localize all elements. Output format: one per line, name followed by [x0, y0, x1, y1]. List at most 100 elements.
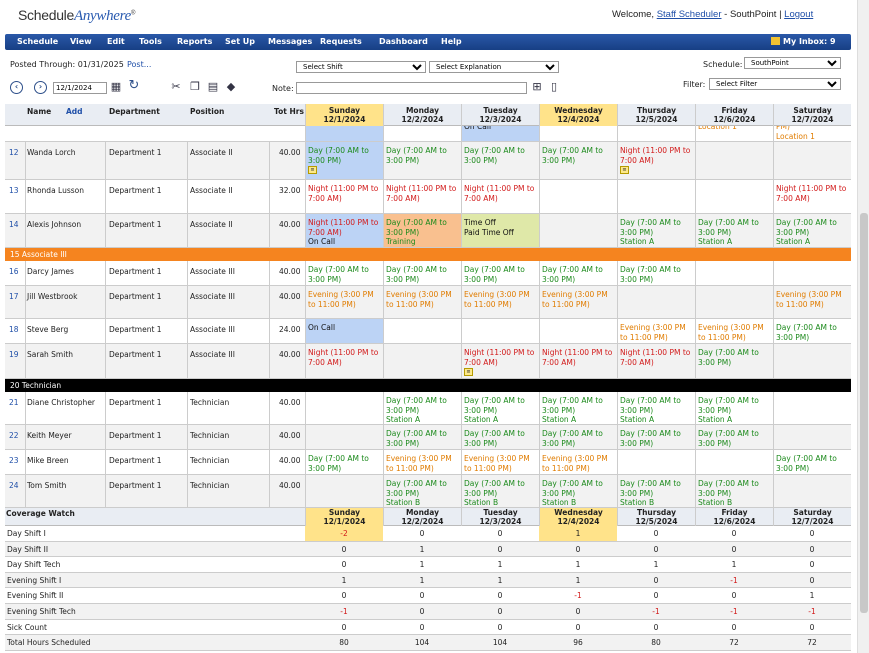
day-header-monday[interactable]: Monday 12/2/2024 — [383, 104, 461, 126]
menu-edit[interactable]: Edit — [107, 37, 125, 46]
schedule-cell[interactable]: Evening (3:00 PM to 11:00 PM) — [695, 319, 773, 343]
copy-icon[interactable]: ❐ — [190, 80, 200, 93]
menu-dashboard[interactable]: Dashboard — [379, 37, 428, 46]
schedule-cell[interactable]: Location 1 — [695, 126, 773, 141]
schedule-cell[interactable]: Day (7:00 AM to 3:00 PM) — [383, 261, 461, 285]
schedule-cell[interactable] — [461, 319, 539, 343]
schedule-cell[interactable]: Day (7:00 AM to 3:00 PM) — [539, 261, 617, 285]
day-header-tuesday[interactable]: Tuesday 12/3/2024 — [461, 104, 539, 126]
schedule-cell[interactable]: Day (7:00 AM to 3:00 PM) — [539, 425, 617, 449]
schedule-cell[interactable]: Day (7:00 AM to 3:00 PM) — [383, 142, 461, 179]
schedule-cell[interactable]: Night (11:00 PM to 7:00 AM) ≡ — [461, 344, 539, 378]
menu-view[interactable]: View — [70, 37, 92, 46]
schedule-cell[interactable]: Night (11:00 PM to 7:00 AM) ≡ — [617, 142, 695, 179]
menu-reports[interactable]: Reports — [177, 37, 213, 46]
prev-week-icon[interactable]: ‹ — [10, 81, 23, 94]
schedule-cell[interactable] — [617, 126, 695, 141]
schedule-select[interactable]: SouthPoint — [744, 57, 841, 69]
schedule-cell[interactable]: Day (7:00 AM to 3:00 PM) Station A — [617, 214, 695, 247]
table-row[interactable]: 22 Keith Meyer Department 1 Technician 40.00… — [5, 425, 851, 450]
schedule-cell[interactable]: PM) Location 1 — [773, 126, 851, 141]
eraser-icon[interactable]: ◆ — [226, 80, 236, 93]
filter-select[interactable]: Select Filter — [709, 78, 841, 90]
menu-tools[interactable]: Tools — [139, 37, 162, 46]
schedule-cell[interactable]: Day (7:00 AM to 3:00 PM) — [305, 261, 383, 285]
section-associate-iii[interactable]: 15 Associate III — [5, 248, 851, 261]
col-name[interactable]: Name — [27, 107, 52, 116]
schedule-cell[interactable]: Day (7:00 AM to 3:00 PM) Station A — [617, 392, 695, 424]
section-technician[interactable]: 20 Technician — [5, 379, 851, 392]
schedule-cell[interactable]: Day (7:00 AM to 3:00 PM) — [617, 261, 695, 285]
schedule-cell[interactable]: Day (7:00 AM to 3:00 PM) — [461, 425, 539, 449]
schedule-cell[interactable]: Day (7:00 AM to 3:00 PM) Station A — [539, 392, 617, 424]
schedule-cell[interactable] — [695, 142, 773, 179]
col-department[interactable]: Department — [109, 107, 160, 116]
table-row[interactable]: 18 Steve Berg Department 1 Associate III 24.… — [5, 319, 851, 344]
schedule-cell[interactable] — [773, 142, 851, 179]
shift-select[interactable]: Select Shift — [296, 61, 426, 73]
schedule-cell[interactable] — [383, 344, 461, 378]
schedule-cell[interactable]: Time Off Paid Time Off — [461, 214, 539, 247]
schedule-cell[interactable]: Night (11:00 PM to 7:00 AM) — [539, 344, 617, 378]
explanation-select[interactable]: Select Explanation — [429, 61, 559, 73]
app-logo[interactable]: ScheduleAnywhere® — [18, 7, 136, 24]
schedule-cell[interactable]: Evening (3:00 PM to 11:00 PM) — [773, 286, 851, 318]
post-link[interactable]: Post... — [127, 60, 152, 69]
day-header-thursday[interactable]: Thursday 12/5/2024 — [617, 104, 695, 126]
schedule-cell[interactable] — [773, 261, 851, 285]
schedule-cell[interactable]: Night (11:00 PM to 7:00 AM) — [305, 180, 383, 213]
schedule-cell[interactable] — [305, 425, 383, 449]
table-row-partial[interactable]: On Call Location 1 PM) Location 1 — [5, 126, 851, 142]
schedule-cell[interactable]: Day (7:00 AM to 3:00 PM) — [461, 261, 539, 285]
schedule-cell[interactable] — [773, 425, 851, 449]
schedule-cell[interactable]: On Call — [461, 126, 539, 141]
day-header-sunday[interactable]: Sunday 12/1/2024 — [305, 104, 383, 126]
note-icon[interactable]: ≡ — [464, 368, 473, 376]
schedule-cell[interactable]: Day (7:00 AM to 3:00 PM) Station A — [461, 392, 539, 424]
schedule-cell[interactable]: Day (7:00 AM to 3:00 PM) — [695, 425, 773, 449]
schedule-cell[interactable] — [305, 392, 383, 424]
schedule-cell[interactable]: Evening (3:00 PM to 11:00 PM) — [617, 319, 695, 343]
table-row[interactable]: 21 Diane Christopher Department 1 Technicia… — [5, 392, 851, 425]
schedule-cell[interactable] — [383, 319, 461, 343]
schedule-cell[interactable]: Night (11:00 PM to 7:00 AM) — [305, 344, 383, 378]
schedule-cell[interactable] — [539, 180, 617, 213]
table-row[interactable]: 12 Wanda Lorch Department 1 Associate II 40.… — [5, 142, 851, 180]
schedule-cell[interactable]: Night (11:00 PM to 7:00 AM) — [617, 344, 695, 378]
schedule-cell[interactable] — [305, 475, 383, 507]
date-input[interactable] — [53, 82, 107, 94]
schedule-cell[interactable] — [305, 126, 383, 141]
next-week-icon[interactable]: › — [34, 81, 47, 94]
menu-set-up[interactable]: Set Up — [225, 37, 256, 46]
schedule-cell[interactable] — [539, 126, 617, 141]
schedule-cell[interactable]: Night (11:00 PM to 7:00 AM) — [383, 180, 461, 213]
table-row[interactable]: 23 Mike Breen Department 1 Technician 40.00 D… — [5, 450, 851, 475]
note-icon[interactable]: ≡ — [620, 166, 629, 174]
schedule-cell[interactable] — [539, 319, 617, 343]
schedule-cell[interactable]: Day (7:00 AM to 3:00 PM) — [539, 142, 617, 179]
schedule-cell[interactable]: Day (7:00 AM to 3:00 PM) — [617, 425, 695, 449]
menu-messages[interactable]: Messages — [268, 37, 313, 46]
schedule-cell[interactable]: Evening (3:00 PM to 11:00 PM) — [539, 286, 617, 318]
schedule-cell[interactable]: Night (11:00 PM to 7:00 AM) On Call — [305, 214, 383, 247]
table-row[interactable]: 16 Darcy James Department 1 Associate III 40… — [5, 261, 851, 286]
schedule-cell[interactable]: Night (11:00 PM to 7:00 AM) — [461, 180, 539, 213]
paste-icon[interactable]: ▤ — [207, 80, 219, 93]
vertical-scrollbar[interactable] — [857, 0, 869, 653]
schedule-cell[interactable]: Day (7:00 AM to 3:00 PM) Station B — [695, 475, 773, 507]
schedule-cell[interactable]: Evening (3:00 PM to 11:00 PM) — [461, 286, 539, 318]
schedule-cell[interactable]: Day (7:00 AM to 3:00 PM) — [383, 425, 461, 449]
add-employee-link[interactable]: Add — [66, 107, 83, 116]
menu-schedule[interactable]: Schedule — [17, 37, 59, 46]
schedule-cell[interactable]: Evening (3:00 PM to 11:00 PM) — [305, 286, 383, 318]
schedule-cell[interactable]: Day (7:00 AM to 3:00 PM) Station A — [695, 392, 773, 424]
schedule-cell[interactable] — [773, 392, 851, 424]
day-header-saturday[interactable]: Saturday 12/7/2024 — [773, 104, 851, 126]
schedule-cell[interactable]: Evening (3:00 PM to 11:00 PM) — [383, 286, 461, 318]
schedule-cell[interactable]: Evening (3:00 PM to 11:00 PM) — [461, 450, 539, 474]
schedule-cell[interactable] — [383, 126, 461, 141]
schedule-cell[interactable] — [695, 286, 773, 318]
schedule-cell[interactable] — [695, 180, 773, 213]
schedule-cell[interactable]: Day (7:00 AM to 3:00 PM) Station A — [773, 214, 851, 247]
table-row[interactable]: 24 Tom Smith Department 1 Technician 40.00 Da… — [5, 475, 851, 508]
